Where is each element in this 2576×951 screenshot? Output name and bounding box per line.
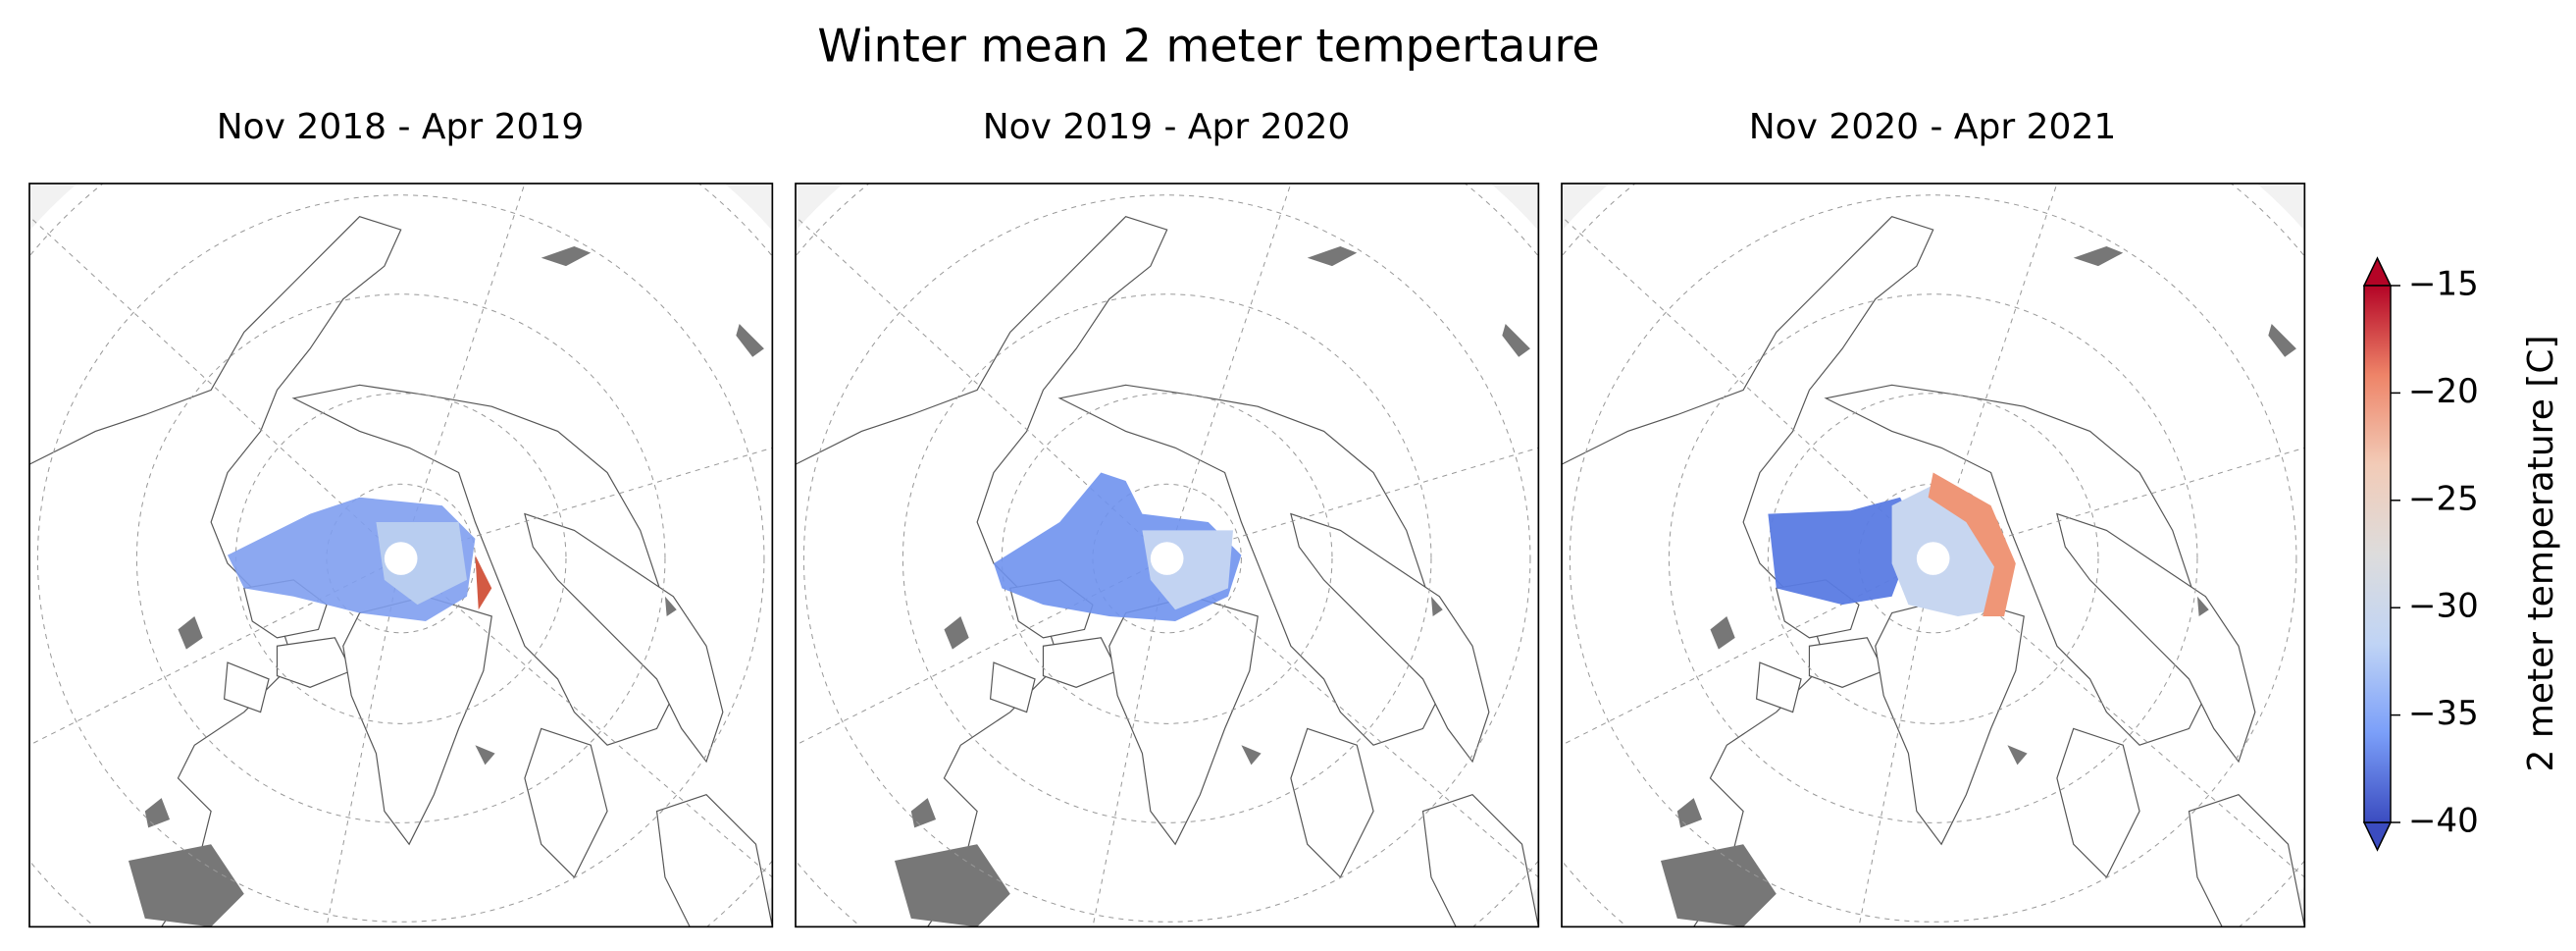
colorbar-tick-label: −20 <box>2408 372 2479 411</box>
panel-title: Nov 2019 - Apr 2020 <box>983 107 1351 147</box>
colorbar-tick-label: −25 <box>2408 479 2479 518</box>
panel <box>1561 183 2306 928</box>
panel-title: Nov 2020 - Apr 2021 <box>1749 107 2117 147</box>
panel <box>795 183 1540 928</box>
colorbar-extend <box>2362 821 2393 852</box>
colorbar-label: 2 meter temperature [C] <box>2521 335 2561 771</box>
colorbar: 2 meter temperature [C] −15 −20 −25 −30 −35 −… <box>2362 256 2561 852</box>
panel-title: Nov 2018 - Apr 2019 <box>217 107 585 147</box>
colorbar-tick-label: −30 <box>2408 587 2479 626</box>
colorbar-tick-label: −35 <box>2408 694 2479 733</box>
colorbar-extend <box>2362 256 2393 287</box>
colorbar-tick-label: −40 <box>2408 802 2479 841</box>
colorbar-tick-label: −15 <box>2408 265 2479 304</box>
figure-title: Winter mean 2 meter tempertaure <box>817 20 1599 73</box>
panel <box>28 183 774 928</box>
colorbar-body <box>2363 285 2392 823</box>
